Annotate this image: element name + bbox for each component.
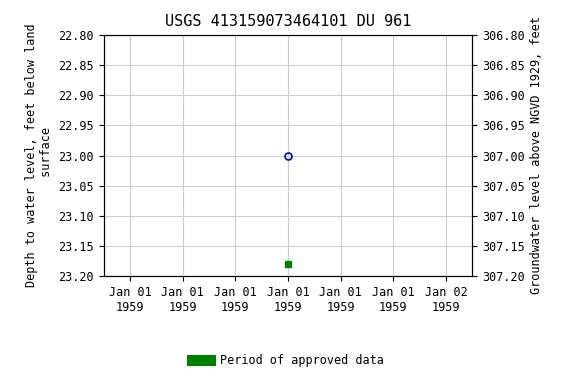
Legend: Period of approved data: Period of approved data — [188, 350, 388, 372]
Y-axis label: Depth to water level, feet below land
 surface: Depth to water level, feet below land su… — [25, 24, 53, 287]
Y-axis label: Groundwater level above NGVD 1929, feet: Groundwater level above NGVD 1929, feet — [530, 17, 543, 295]
Title: USGS 413159073464101 DU 961: USGS 413159073464101 DU 961 — [165, 14, 411, 29]
